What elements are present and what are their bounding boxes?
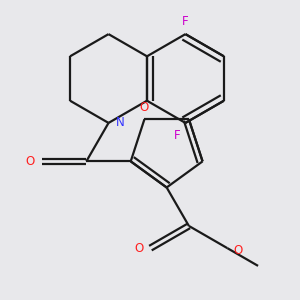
- Text: O: O: [26, 155, 35, 168]
- Text: O: O: [134, 242, 143, 255]
- Text: F: F: [182, 15, 189, 28]
- Text: N: N: [116, 116, 124, 129]
- Text: F: F: [174, 130, 181, 142]
- Text: O: O: [140, 101, 149, 114]
- Text: O: O: [233, 244, 242, 257]
